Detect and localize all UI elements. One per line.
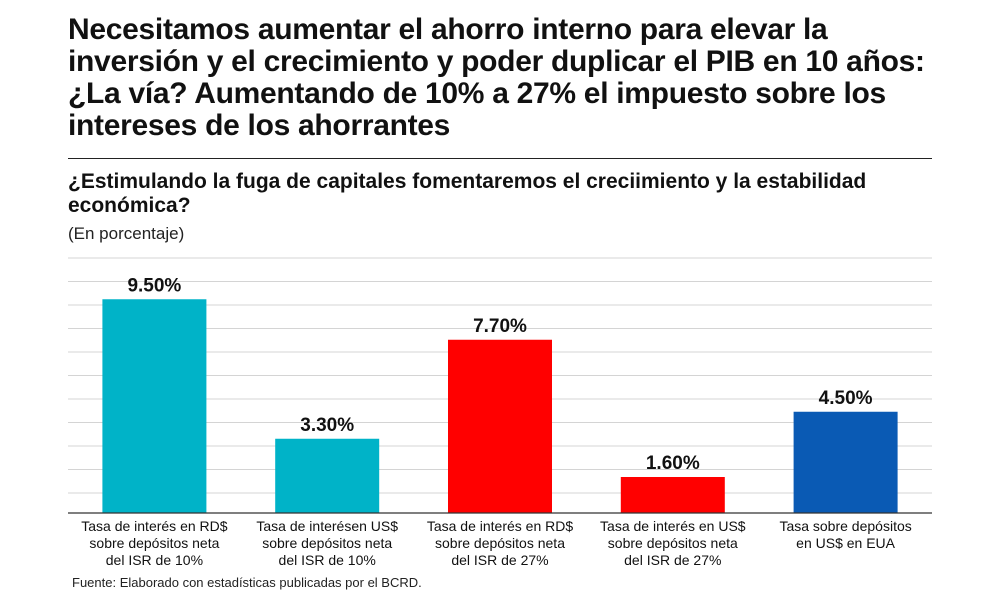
category-label: del ISR de 27% — [624, 552, 721, 568]
category-label: sobre depósitos neta — [435, 535, 565, 551]
category-label: Tasa de interés en RD$ — [81, 518, 228, 534]
data-label: 4.50% — [819, 388, 873, 409]
category-label: Tasa de interés en US$ — [600, 518, 746, 534]
source-note: Fuente: Elaborado con estadísticas publi… — [72, 575, 422, 590]
bar — [793, 411, 898, 513]
headline-line: Necesitamos aumentar el ahorro interno p… — [68, 13, 828, 46]
headline-line: inversión y el crecimiento y poder dupli… — [68, 45, 925, 78]
category-label: sobre depósitos neta — [89, 535, 219, 551]
divider-rule — [68, 158, 932, 159]
chart-title-line: económica? — [68, 194, 191, 217]
headline-line: ¿La vía? Aumentando de 10% a 27% el impu… — [68, 77, 886, 110]
data-label: 3.30% — [300, 415, 354, 436]
bar — [448, 339, 552, 513]
headline-line: intereses de los ahorrantes — [68, 109, 451, 142]
chart-title-line: ¿Estimulando la fuga de capitales foment… — [68, 170, 867, 193]
chart-title: ¿Estimulando la fuga de capitales foment… — [68, 170, 948, 218]
category-label: en US$ en EUA — [796, 535, 895, 551]
data-label: 1.60% — [646, 453, 700, 474]
category-label: del ISR de 27% — [451, 552, 548, 568]
category-label: sobre depósitos neta — [262, 535, 392, 551]
headline: Necesitamos aumentar el ahorro interno p… — [68, 14, 948, 142]
category-label: Tasa sobre depósitos — [779, 518, 911, 534]
category-label: del ISR de 10% — [279, 552, 376, 568]
bar — [102, 299, 207, 513]
bar — [275, 438, 380, 513]
category-label: Tasa de interés en RD$ — [427, 518, 574, 534]
bar-chart: 9.50%Tasa de interés en RD$sobre depósit… — [68, 257, 932, 568]
data-label: 7.70% — [473, 316, 527, 337]
data-label: 9.50% — [127, 275, 181, 296]
category-label: del ISR de 10% — [106, 552, 203, 568]
unit-note: (En porcentaje) — [68, 224, 185, 243]
category-label: Tasa de interésen US$ — [256, 518, 398, 534]
category-label: sobre depósitos neta — [608, 535, 738, 551]
bar — [620, 477, 725, 513]
